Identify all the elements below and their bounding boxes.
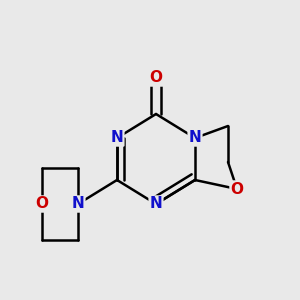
- Text: N: N: [189, 130, 201, 146]
- Text: N: N: [150, 196, 162, 211]
- Text: O: O: [149, 70, 163, 86]
- Text: N: N: [72, 196, 84, 211]
- Text: O: O: [230, 182, 244, 196]
- Text: N: N: [111, 130, 123, 146]
- Text: O: O: [35, 196, 49, 211]
